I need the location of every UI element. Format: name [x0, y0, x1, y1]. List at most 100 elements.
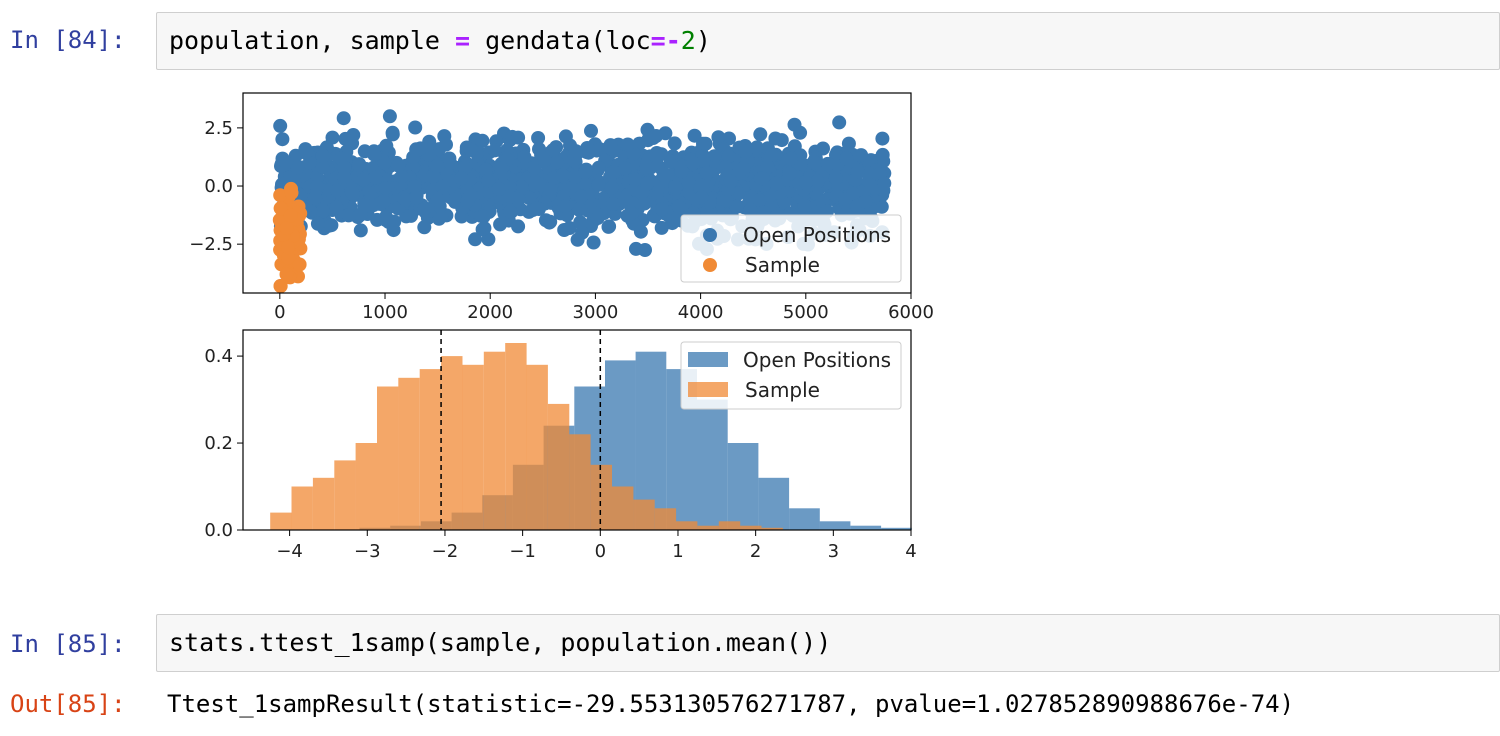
population-point — [783, 151, 798, 166]
population-point — [357, 198, 372, 213]
population-point — [574, 189, 588, 204]
sample-bar — [312, 477, 335, 530]
scatter-legend: Open Positions Sample — [680, 214, 902, 283]
legend-label-sample: Sample — [745, 378, 820, 402]
population-point — [549, 155, 564, 170]
population-point — [476, 209, 491, 224]
input-prompt-84: In [84]: — [10, 26, 126, 54]
population-point — [875, 147, 890, 162]
population-point — [620, 137, 635, 152]
population-point — [838, 192, 853, 207]
scatter-legend-box — [680, 214, 902, 283]
population-point — [425, 169, 440, 184]
sample-point — [284, 185, 299, 200]
population-point — [543, 214, 558, 229]
sample-bar — [718, 521, 741, 530]
histogram-y-axis: 0.0 0.2 0.4 — [204, 346, 243, 541]
y-tick-label: 0.0 — [204, 520, 233, 541]
y-tick-label: 0.2 — [204, 433, 233, 454]
population-point — [481, 173, 496, 188]
sample-bar — [761, 527, 783, 530]
population-point — [850, 164, 865, 179]
population-point — [573, 215, 588, 230]
code-cell-85[interactable]: stats.ttest_1samp(sample, population.mea… — [156, 614, 1500, 672]
legend-marker-sample — [703, 258, 717, 272]
population-point — [637, 196, 652, 211]
population-point — [797, 198, 812, 213]
population-point — [353, 223, 368, 238]
population-point — [278, 155, 293, 170]
population-point — [545, 143, 560, 158]
population-point — [337, 170, 352, 185]
population-point — [749, 140, 764, 155]
population-point — [502, 189, 517, 204]
x-tick-label: 1000 — [362, 302, 408, 323]
figure-output: 0 1000 2000 3000 4000 5000 6000 2.5 0.0 −2.5 Ope… — [189, 92, 934, 562]
population-point — [624, 206, 639, 220]
population-point — [290, 160, 305, 175]
population-point — [707, 149, 722, 164]
population-point — [511, 219, 526, 234]
population-point — [828, 171, 843, 186]
population-bar — [850, 525, 882, 530]
sample-bar — [676, 521, 698, 530]
population-point — [378, 181, 393, 196]
population-point — [606, 144, 621, 159]
population-point — [555, 168, 570, 183]
population-bar — [789, 508, 820, 530]
population-bar — [697, 399, 728, 530]
histogram-legend-box — [680, 341, 902, 410]
histogram-legend: Open Positions Sample — [680, 341, 902, 410]
histogram-axes-frame — [242, 329, 912, 531]
population-point — [409, 143, 424, 158]
population-point — [586, 235, 601, 250]
population-point — [685, 155, 700, 170]
population-point — [310, 179, 324, 194]
population-point — [568, 144, 583, 159]
legend-marker-open-positions — [703, 228, 717, 242]
population-point — [729, 199, 744, 214]
x-tick-label: 2000 — [467, 302, 513, 323]
population-point — [606, 165, 621, 180]
y-tick-label: 0.4 — [204, 346, 233, 367]
x-tick-label: −2 — [432, 541, 459, 562]
population-point — [782, 166, 797, 181]
code-cell-84[interactable]: population, sample = gendata(loc=-2) — [156, 12, 1500, 70]
population-point — [629, 241, 643, 256]
population-point — [798, 175, 813, 190]
population-point — [604, 180, 619, 195]
population-point — [820, 156, 835, 171]
population-point — [315, 204, 330, 219]
population-point — [667, 136, 682, 151]
population-point — [721, 149, 736, 164]
sample-bar — [612, 486, 634, 530]
sample-bar — [697, 525, 719, 530]
population-point — [768, 131, 783, 146]
population-bar — [727, 443, 759, 530]
population-point — [743, 203, 758, 218]
input-prompt-85: In [85]: — [10, 630, 126, 658]
population-point — [639, 161, 654, 176]
y-tick-label: 0.0 — [204, 176, 233, 197]
sample-bar — [419, 369, 442, 530]
population-point — [537, 153, 552, 168]
population-point — [752, 193, 767, 208]
population-point — [275, 132, 290, 147]
population-point — [877, 176, 892, 191]
sample-bar — [462, 364, 484, 530]
sample-point — [273, 188, 288, 203]
sample-bar — [526, 364, 548, 530]
legend-patch-open-positions — [688, 352, 728, 367]
population-point — [430, 158, 445, 173]
population-point — [832, 115, 847, 130]
population-point — [367, 147, 382, 162]
sample-bar — [569, 434, 591, 530]
population-point — [605, 196, 620, 211]
population-point — [699, 166, 714, 180]
sample-bar — [654, 508, 677, 530]
x-tick-label: 0 — [595, 541, 606, 562]
population-point — [344, 185, 359, 199]
population-point — [602, 219, 617, 234]
population-point — [698, 136, 713, 151]
population-point — [352, 158, 367, 173]
